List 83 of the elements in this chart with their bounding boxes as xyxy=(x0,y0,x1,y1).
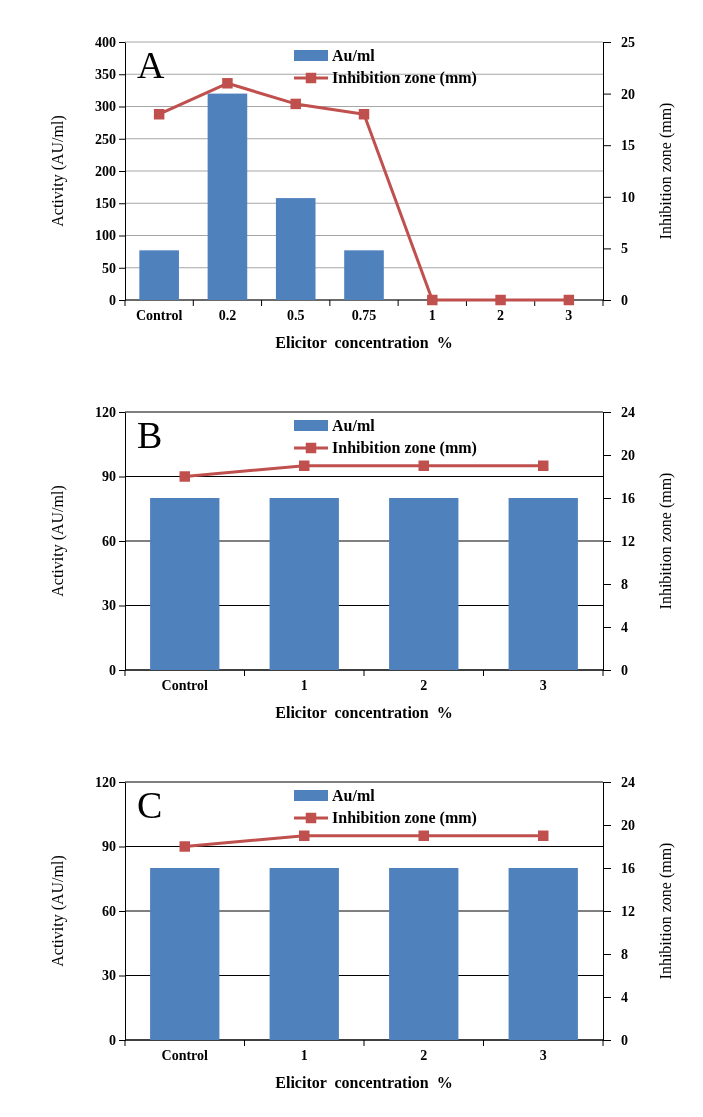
y-tick-label: 90 xyxy=(102,839,116,855)
y2-tick-label: 20 xyxy=(621,86,635,102)
x-tick-label: 3 xyxy=(539,677,547,693)
legend-label: Au/ml xyxy=(332,787,376,804)
y2-tick-label: 4 xyxy=(621,989,628,1005)
point xyxy=(358,109,370,120)
x-tick-label: Control xyxy=(161,1047,209,1063)
y-tick-label: 200 xyxy=(95,163,116,179)
annotation: B xyxy=(137,414,163,456)
y-tick-label: 0 xyxy=(109,1032,116,1048)
y2-tick-label: 8 xyxy=(621,576,628,592)
point xyxy=(153,109,165,120)
y2-tick-label: 12 xyxy=(621,533,635,549)
x-tick-label: 1 xyxy=(428,307,436,323)
y-tick-label: 120 xyxy=(95,774,116,790)
y-axis-title: Activity (AU/ml) xyxy=(49,485,67,597)
bar xyxy=(139,250,179,300)
x-tick-label: 3 xyxy=(565,307,573,323)
y2-axis-title: Inhibition zone (mm) xyxy=(657,842,675,980)
y-axis-title: Activity (AU/ml) xyxy=(49,115,67,227)
y2-tick-label: 20 xyxy=(621,447,635,463)
x-axis-title: Elicitor concentration % xyxy=(275,1074,453,1091)
y-tick-label: 90 xyxy=(102,469,116,485)
x-tick-label: Control xyxy=(161,677,209,693)
point xyxy=(222,78,233,89)
y-tick-label: 150 xyxy=(95,196,116,212)
point xyxy=(427,294,438,306)
y2-tick-label: 5 xyxy=(621,241,628,257)
y2-tick-label: 20 xyxy=(621,817,635,833)
y-tick-label: 0 xyxy=(109,662,116,678)
x-tick-label: 2 xyxy=(497,307,505,323)
legend-label: Inhibition zone (mm) xyxy=(332,809,477,827)
y2-tick-label: 24 xyxy=(621,774,635,790)
legend-label: Inhibition zone (mm) xyxy=(332,69,477,87)
x-tick-label: 0.75 xyxy=(351,307,377,323)
x-tick-label: 1 xyxy=(300,677,308,693)
y2-tick-label: 16 xyxy=(621,490,635,506)
y-tick-label: 350 xyxy=(95,67,116,83)
x-tick-label: 1 xyxy=(300,1047,308,1063)
point xyxy=(495,294,506,306)
y-tick-label: 60 xyxy=(102,903,116,919)
legend-label: Au/ml xyxy=(332,47,376,64)
y2-tick-label: 0 xyxy=(621,662,628,678)
y2-tick-label: 16 xyxy=(621,860,635,876)
x-axis-title: Elicitor concentration % xyxy=(275,334,453,351)
y-tick-label: 0 xyxy=(109,292,116,308)
y2-tick-label: 0 xyxy=(621,292,628,308)
y2-tick-label: 0 xyxy=(621,1032,628,1048)
y2-axis-title: Inhibition zone (mm) xyxy=(657,472,675,610)
y2-axis-title: Inhibition zone (mm) xyxy=(657,102,675,240)
bar xyxy=(344,250,384,300)
bar xyxy=(275,198,316,300)
y-tick-label: 400 xyxy=(95,34,116,50)
y-tick-label: 120 xyxy=(95,404,116,420)
x-tick-label: 2 xyxy=(420,1047,428,1063)
y2-tick-label: 8 xyxy=(621,946,628,962)
legend-label: Au/ml xyxy=(332,417,376,434)
y2-tick-label: 15 xyxy=(621,138,635,154)
x-tick-label: 0.5 xyxy=(286,307,305,323)
legend-label: Inhibition zone (mm) xyxy=(332,439,477,457)
y-tick-label: 300 xyxy=(95,99,116,115)
y-tick-label: 60 xyxy=(102,533,116,549)
x-tick-label: Control xyxy=(135,307,183,323)
annotation: C xyxy=(137,784,163,826)
y2-tick-label: 10 xyxy=(621,189,635,205)
x-tick-label: 2 xyxy=(420,677,428,693)
y2-tick-label: 24 xyxy=(621,404,635,420)
y-axis-title: Activity (AU/ml) xyxy=(49,855,67,967)
x-tick-label: 3 xyxy=(539,1047,547,1063)
x-axis-title: Elicitor concentration % xyxy=(275,704,453,721)
x-tick-label: 0.2 xyxy=(218,307,237,323)
y2-tick-label: 4 xyxy=(621,619,628,635)
y2-tick-label: 12 xyxy=(621,903,635,919)
y-tick-label: 250 xyxy=(95,131,116,147)
annotation: A xyxy=(137,44,165,86)
point xyxy=(290,98,301,110)
bar xyxy=(207,93,248,300)
y-tick-label: 30 xyxy=(102,598,116,614)
y-tick-label: 50 xyxy=(102,260,116,276)
point xyxy=(563,294,575,306)
y-tick-label: 100 xyxy=(95,228,116,244)
y2-tick-label: 25 xyxy=(621,34,635,50)
y-tick-label: 30 xyxy=(102,968,116,984)
